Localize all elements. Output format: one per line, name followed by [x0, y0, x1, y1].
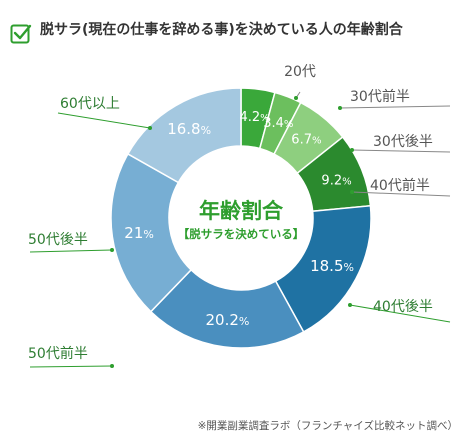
category-label: 30代前半	[350, 88, 410, 105]
leader-dot	[350, 190, 354, 194]
source-footnote: ※開業副業調査ラボ（フランチャイズ比較ネット調べ）	[197, 420, 458, 432]
category-label: 50代後半	[28, 232, 88, 248]
category-label: 40代前半	[370, 177, 430, 194]
leader-line	[351, 191, 451, 197]
category-label: 60代以上	[60, 96, 120, 112]
leader-dot	[338, 106, 342, 110]
value-label: 4.2%	[239, 110, 269, 125]
value-label: 9.2%	[321, 173, 351, 188]
leader-dot	[294, 96, 298, 100]
value-label: 18.5%	[310, 257, 354, 275]
value-label: 6.7%	[291, 132, 321, 147]
leader-line	[351, 149, 451, 153]
slice-8	[126, 87, 242, 184]
category-label: 50代前半	[28, 345, 88, 362]
slice-value-labels: 4.2%3.4%6.7% 9.2% 18.5% 20.2% 21% 16.8%	[124, 110, 354, 329]
value-label: 20.2%	[206, 311, 250, 329]
value-label: 16.8%	[167, 120, 211, 138]
slice-7	[110, 152, 193, 313]
value-label: 3.4%	[263, 116, 293, 131]
chart-title: 脱サラ(現在の仕事を辞める事)を決めている人の年齢割合	[40, 22, 403, 38]
leader-dot	[348, 303, 352, 307]
leader-dot	[110, 364, 114, 368]
leader-dot	[350, 148, 354, 152]
leader-line	[29, 365, 113, 368]
center-subtitle: 【脱サラを決めている】	[178, 227, 305, 241]
leader-dot	[110, 248, 114, 252]
leader-lines	[29, 91, 451, 368]
category-label: 30代後半	[373, 134, 433, 150]
leader-line	[349, 304, 451, 323]
leader-line	[339, 105, 451, 109]
value-label: 21%	[124, 224, 154, 242]
category-labels: 20代 30代前半 30代後半 40代前半 40代後半 50代前半 50代後半 60代以上	[28, 64, 433, 362]
donut-slices	[110, 87, 372, 349]
checkbox-check-icon	[10, 24, 32, 44]
category-label: 40代後半	[373, 299, 433, 315]
slice-6	[149, 268, 305, 349]
leader-line	[29, 249, 113, 253]
category-label: 20代	[284, 64, 316, 80]
leader-line	[57, 112, 151, 129]
center-title: 年齢割合	[199, 199, 284, 223]
leader-dot	[148, 126, 152, 130]
